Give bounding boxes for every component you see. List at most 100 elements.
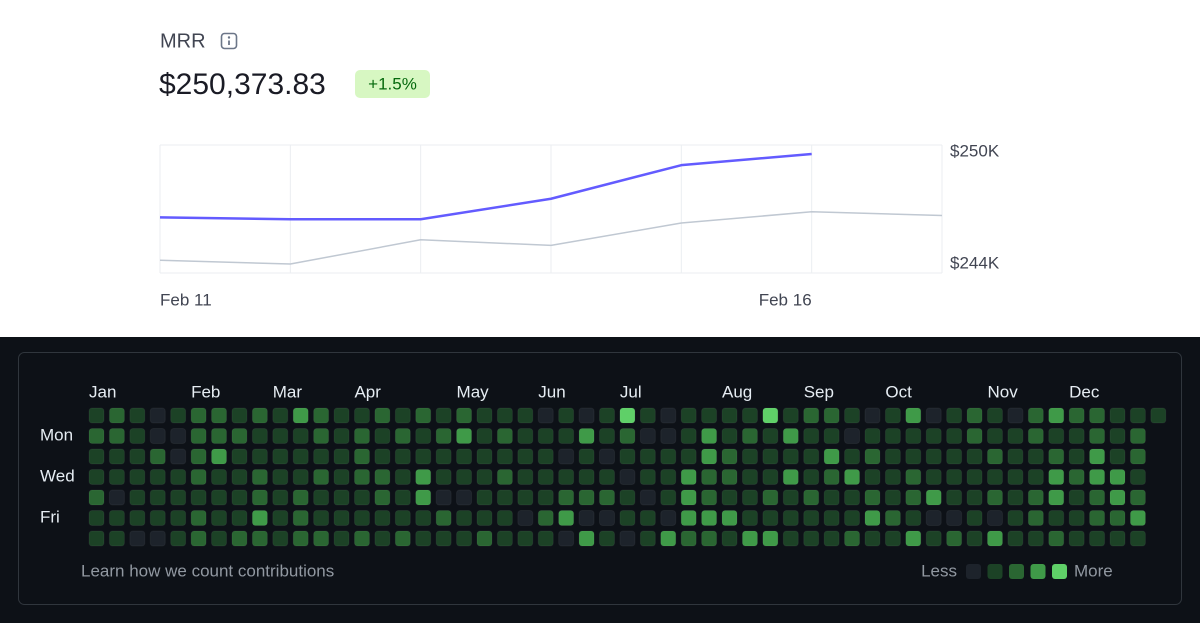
contribution-cell <box>456 510 473 526</box>
contribution-cell <box>946 510 963 526</box>
contribution-cell <box>231 489 248 506</box>
contribution-cell <box>986 407 1003 424</box>
contribution-cell <box>864 469 881 485</box>
contribution-cell <box>517 489 534 506</box>
contribution-cell <box>496 448 513 465</box>
contribution-cell <box>803 530 820 547</box>
contribution-cell <box>108 510 125 526</box>
contribution-cell <box>170 428 187 444</box>
contribution-cell <box>721 428 738 444</box>
contribution-cell <box>823 510 840 526</box>
contribution-cell <box>149 530 166 547</box>
contribution-cell <box>353 530 370 547</box>
contribution-cell <box>701 510 718 526</box>
contribution-cell <box>1048 428 1065 444</box>
contribution-cell <box>701 428 718 444</box>
contribution-cell <box>844 469 861 485</box>
contribution-cell <box>129 469 146 485</box>
contribution-cell <box>966 489 983 506</box>
contribution-cell <box>680 469 697 485</box>
contribution-cell <box>537 530 554 547</box>
contribution-cell <box>394 448 411 465</box>
contribution-cell <box>231 448 248 465</box>
contribution-cell <box>537 510 554 526</box>
contribution-cell <box>701 407 718 424</box>
contribution-cell <box>88 448 105 465</box>
contribution-cell <box>721 530 738 547</box>
contribution-cell <box>1007 428 1024 444</box>
contribution-cell <box>1027 407 1044 424</box>
contribution-cell <box>496 530 513 547</box>
contribution-cell <box>1027 489 1044 506</box>
month-label: Sep <box>804 382 834 401</box>
contribution-cell <box>129 448 146 465</box>
contribution-cell <box>272 428 289 444</box>
contribution-cell <box>415 510 432 526</box>
contribution-cell <box>149 407 166 424</box>
contribution-cell <box>496 469 513 485</box>
contribution-cell <box>211 448 228 465</box>
contribution-cell <box>374 469 391 485</box>
contribution-cell <box>1048 448 1065 465</box>
contribution-cell <box>435 489 452 506</box>
contribution-cell <box>1129 428 1146 444</box>
contribution-cell <box>1129 469 1146 485</box>
month-label: Jun <box>538 382 565 401</box>
contribution-cell <box>578 428 595 444</box>
contribution-cell <box>313 489 330 506</box>
contribution-cell <box>292 530 309 547</box>
contribution-cell <box>88 489 105 506</box>
contribution-cell <box>966 510 983 526</box>
contribution-cell <box>946 407 963 424</box>
contribution-cell <box>741 489 758 506</box>
contribution-cell <box>1007 448 1024 465</box>
contribution-cell <box>1109 448 1126 465</box>
contribution-cell <box>823 428 840 444</box>
contribution-cell <box>619 489 636 506</box>
contribution-cell <box>844 510 861 526</box>
contribution-cell <box>864 448 881 465</box>
contribution-cell <box>660 407 677 424</box>
contribution-cell <box>946 530 963 547</box>
contribution-cell <box>333 489 350 506</box>
contribution-cell <box>190 510 207 526</box>
contribution-cell <box>864 428 881 444</box>
contribution-cell <box>986 469 1003 485</box>
contribution-cell <box>884 530 901 547</box>
contribution-cell <box>680 510 697 526</box>
contribution-cell <box>803 510 820 526</box>
contribution-cell <box>456 489 473 506</box>
contribution-cell <box>251 469 268 485</box>
contribution-cell <box>701 469 718 485</box>
footnote[interactable]: Learn how we count contributions <box>81 561 334 580</box>
contribution-cell <box>558 448 575 465</box>
contribution-cell <box>741 448 758 465</box>
contribution-cell <box>1109 489 1126 506</box>
change-badge <box>355 70 430 98</box>
contribution-cell <box>864 407 881 424</box>
contribution-cell <box>333 428 350 444</box>
contribution-cell <box>966 530 983 547</box>
contribution-cell <box>170 489 187 506</box>
contribution-cell <box>721 469 738 485</box>
contribution-cell <box>660 530 677 547</box>
contribution-cell <box>639 469 656 485</box>
contribution-cell <box>292 407 309 424</box>
info-icon[interactable] <box>220 32 238 50</box>
contribution-cell <box>170 530 187 547</box>
contribution-cell <box>1027 448 1044 465</box>
contribution-cell <box>292 469 309 485</box>
contribution-cell <box>211 530 228 547</box>
contribution-cell <box>680 407 697 424</box>
contribution-cell <box>415 448 432 465</box>
contribution-cell <box>211 428 228 444</box>
contribution-cell <box>1068 489 1085 506</box>
contribution-cell <box>476 489 493 506</box>
contribution-cell <box>170 407 187 424</box>
contribution-cell <box>231 530 248 547</box>
contribution-cell <box>149 489 166 506</box>
contribution-cell <box>537 489 554 506</box>
contribution-cell <box>619 407 636 424</box>
contribution-cell <box>108 469 125 485</box>
contribution-cell <box>701 448 718 465</box>
